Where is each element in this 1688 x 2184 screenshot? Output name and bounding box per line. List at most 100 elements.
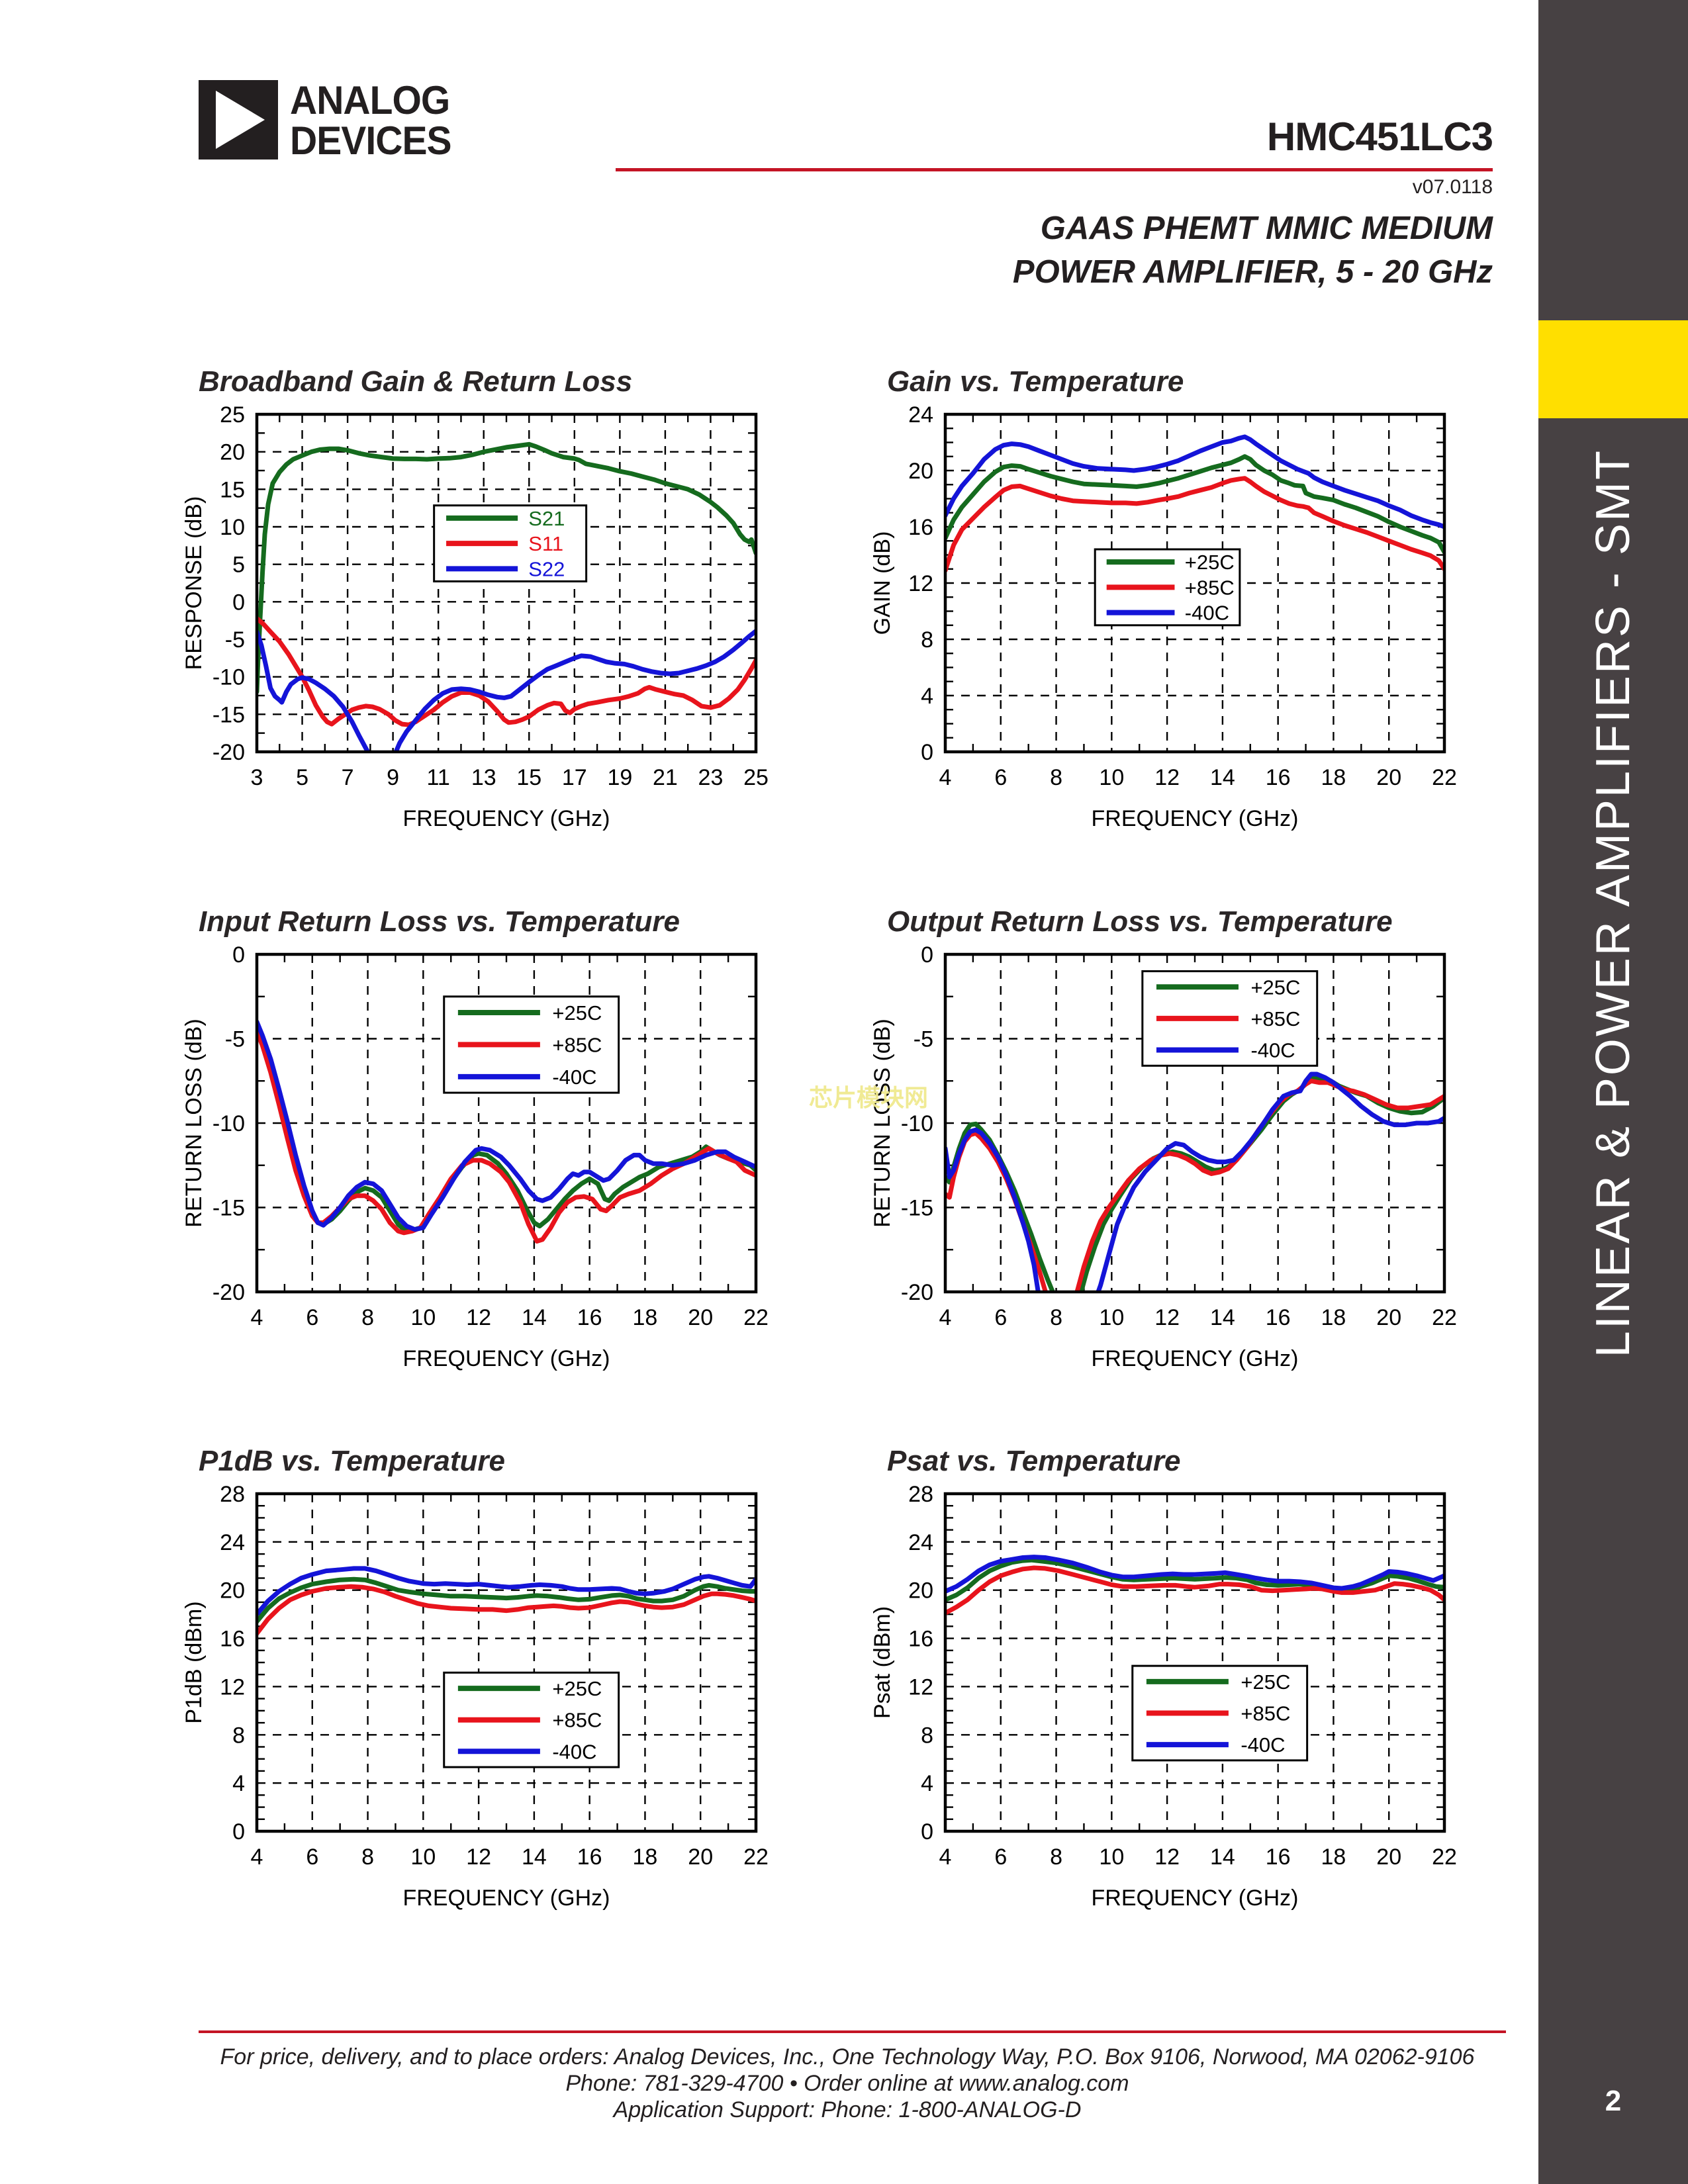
chart-canvas-output-return-loss: +25C +85C -40C 4 6 8 10 12 14 16 18 20 22 0 -5 -10 -15 -2…	[870, 942, 1457, 1371]
legend-label: S21	[528, 507, 565, 530]
x-tick-label: 6	[994, 765, 1007, 790]
x-tick-label: 16	[577, 1844, 602, 1870]
chart-input-return-loss: Input Return Loss vs. Temperature +25C +8…	[179, 905, 801, 1385]
y-tick-label: 12	[220, 1674, 245, 1700]
x-tick-label: 19	[607, 765, 632, 790]
y-tick-label: 16	[908, 515, 933, 540]
x-tick-label: 21	[653, 765, 678, 790]
legend-label: +85C	[552, 1033, 602, 1056]
series-line-25c	[257, 1576, 756, 1624]
footer-rule	[199, 2030, 1506, 2033]
y-tick-label: -20	[901, 1280, 933, 1305]
y-tick-label: 24	[220, 1530, 245, 1555]
x-tick-label: 16	[1266, 1305, 1291, 1330]
x-tick-label: 20	[1376, 1844, 1401, 1870]
x-tick-label: 22	[743, 1844, 769, 1870]
legend: +25C+85C-40C	[443, 995, 620, 1094]
x-tick-label: 6	[306, 1844, 318, 1870]
x-tick-label: 4	[939, 765, 952, 790]
sidebar-accent-band	[1538, 320, 1688, 418]
y-tick-label: 24	[908, 1530, 933, 1555]
x-tick-label: 8	[361, 1305, 374, 1330]
plot-border	[255, 412, 758, 754]
x-axis-label: FREQUENCY (GHz)	[1092, 806, 1299, 831]
x-tick-label: 22	[1432, 1305, 1457, 1330]
y-tick-label: 16	[220, 1627, 245, 1652]
y-tick-label: 16	[908, 1627, 933, 1652]
chart-canvas-psat-vs-temperature: +25C +85C -40C 4 6 8 10 12 14 16 18 20 22 28 24 20 16 12 8…	[870, 1482, 1457, 1911]
x-tick-label: 20	[688, 1305, 713, 1330]
series-group	[945, 434, 1444, 573]
x-tick-label: 6	[994, 1305, 1007, 1330]
minor-ticks	[257, 414, 756, 752]
series-line-40c	[945, 1555, 1444, 1594]
legend-label: S22	[528, 557, 565, 580]
chart-psat-vs-temperature: Psat vs. Temperature +25C +85C -40C 4 6 8 10 12…	[867, 1445, 1489, 1924]
y-tick-label: -15	[212, 1196, 245, 1221]
logo-line1: ANALOG	[290, 78, 450, 122]
x-tick-label: 25	[743, 765, 769, 790]
logo-triangle-icon	[216, 91, 265, 149]
legend-label: +25C	[1250, 976, 1300, 999]
series-line-85c	[945, 476, 1444, 573]
legend-label: +25C	[552, 1001, 602, 1024]
legend: +25C+85C-40C	[1131, 1664, 1309, 1762]
logo-line2: DEVICES	[290, 118, 452, 163]
sidebar: LINEAR & POWER AMPLIFIERS - SMT 2	[1538, 0, 1688, 2184]
legend-label: +85C	[1241, 1702, 1290, 1725]
chart-p1db-vs-temperature: P1dB vs. Temperature +25C +85C -40C 4 6 8 10 12…	[179, 1445, 801, 1924]
y-axis-label: GAIN (dB)	[870, 531, 895, 635]
y-tick-label: 20	[908, 459, 933, 484]
x-tick-label: 22	[743, 1305, 769, 1330]
minor-ticks	[945, 1494, 1444, 1831]
plot-border	[943, 412, 1446, 754]
x-tick-label: 6	[306, 1305, 318, 1330]
series-line-40c	[945, 434, 1444, 529]
minor-ticks	[257, 1494, 756, 1831]
x-tick-label: 18	[1321, 1305, 1346, 1330]
y-tick-label: 4	[921, 684, 933, 709]
series-line-85c	[257, 1584, 756, 1636]
x-tick-label: 15	[516, 765, 541, 790]
y-tick-label: -5	[914, 1027, 933, 1052]
part-number: HMC451LC3	[1266, 114, 1493, 159]
series-line-40c	[257, 1566, 756, 1617]
x-tick-label: 16	[1266, 1844, 1291, 1870]
x-tick-label: 6	[994, 1844, 1007, 1870]
x-tick-label: 22	[1432, 765, 1457, 790]
series-group	[945, 1071, 1444, 1292]
x-tick-label: 4	[939, 1305, 952, 1330]
x-tick-label: 10	[1099, 765, 1124, 790]
x-tick-label: 18	[633, 1305, 658, 1330]
x-tick-label: 18	[1321, 1844, 1346, 1870]
subtitle-line2: POWER AMPLIFIER, 5 - 20 GHz	[1012, 254, 1493, 290]
legend-label: -40C	[1241, 1733, 1285, 1756]
y-tick-label: 20	[220, 440, 245, 465]
chart-title: Broadband Gain & Return Loss	[199, 365, 633, 398]
legend: +25C+85C-40C	[1094, 548, 1241, 627]
x-axis-label: FREQUENCY (GHz)	[403, 1346, 610, 1371]
series-group	[257, 1566, 756, 1636]
legend-label: +85C	[552, 1709, 602, 1732]
subtitle-line1: GAAS PHEMT MMIC MEDIUM	[1040, 210, 1493, 246]
y-tick-label: 28	[220, 1482, 245, 1507]
series-line-25c	[945, 1557, 1444, 1602]
series-line-25c	[945, 454, 1444, 555]
series-line-85c	[945, 1565, 1444, 1615]
x-axis-label: FREQUENCY (GHz)	[1092, 1886, 1299, 1911]
x-tick-label: 8	[361, 1844, 374, 1870]
x-tick-label: 10	[1099, 1305, 1124, 1330]
chart-title: P1dB vs. Temperature	[199, 1445, 505, 1477]
gridlines	[945, 1494, 1444, 1831]
legend-label: +25C	[1185, 551, 1235, 574]
header-rule	[616, 168, 1493, 171]
x-tick-label: 18	[1321, 765, 1346, 790]
logo-text: ANALOG DEVICES	[290, 78, 452, 163]
chart-title: Gain vs. Temperature	[887, 365, 1184, 398]
x-tick-label: 4	[939, 1844, 952, 1870]
x-tick-label: 20	[1376, 765, 1401, 790]
analog-devices-logo: ANALOG DEVICES	[199, 80, 459, 161]
plot-border	[255, 952, 758, 1294]
